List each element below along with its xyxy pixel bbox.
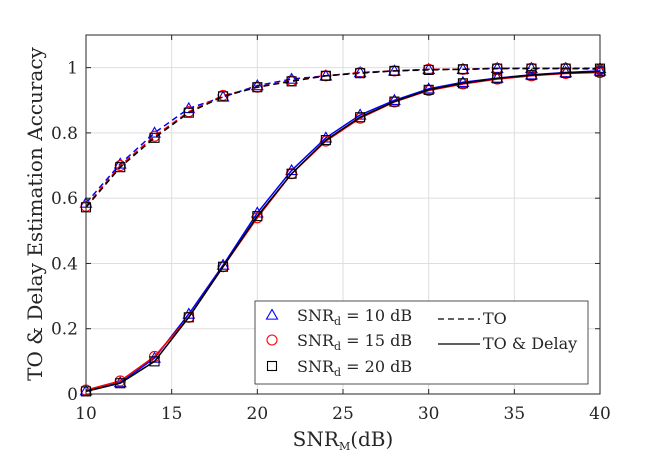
- legend-label: SNRd = 20 dB: [297, 357, 412, 379]
- data-point: [355, 112, 366, 123]
- data-point: [183, 107, 194, 118]
- legend-box: [254, 300, 589, 385]
- data-point: [149, 356, 160, 367]
- legend-label-rest: = 15 dB: [341, 331, 412, 350]
- y-tick-label: 0.2: [51, 320, 78, 340]
- data-point: [355, 68, 366, 79]
- legend-label-sub: d: [334, 366, 341, 379]
- x-tick-label: 30: [418, 404, 440, 424]
- legend-label-base: SNR: [297, 357, 335, 376]
- y-tick-label: 0.4: [51, 254, 78, 274]
- x-axis-label: SNRM(dB): [293, 427, 394, 453]
- data-point: [456, 75, 470, 87]
- data-point: [559, 65, 573, 78]
- x-tick-label: 25: [332, 404, 354, 424]
- x-axis-label-unit: (dB): [350, 427, 393, 451]
- data-point: [218, 91, 229, 102]
- legend-label: SNRd = 10 dB: [297, 306, 412, 328]
- x-tick-label: 10: [75, 404, 97, 424]
- data-point: [387, 93, 401, 105]
- legend-marker-circle: [266, 334, 278, 346]
- legend-label: SNRd = 15 dB: [297, 331, 412, 353]
- data-point: [526, 63, 537, 74]
- data-point: [457, 78, 468, 89]
- data-point: [216, 258, 230, 270]
- data-point: [149, 132, 160, 143]
- data-point: [218, 261, 229, 272]
- legend-line-label: TO: [483, 309, 507, 328]
- x-tick-label: 20: [247, 404, 269, 424]
- y-axis-label: TO & Delay Estimation Accuracy: [23, 46, 47, 380]
- data-point: [115, 378, 126, 389]
- data-point: [422, 82, 436, 94]
- data-point: [526, 70, 537, 81]
- data-point: [492, 73, 503, 84]
- legend-label-rest: = 10 dB: [341, 306, 412, 325]
- legend-label-base: SNR: [297, 331, 335, 350]
- data-point: [389, 65, 400, 76]
- legend-marker-square: [266, 360, 278, 372]
- data-point: [389, 96, 400, 107]
- data-point: [560, 67, 571, 78]
- data-point: [285, 72, 299, 84]
- legend-label-sub: d: [334, 340, 341, 353]
- data-point: [457, 64, 468, 75]
- x-tick-label: 35: [504, 404, 526, 424]
- legend-label-sub: d: [334, 315, 341, 328]
- legend-line-label: TO & Delay: [483, 334, 577, 353]
- ticks: 10 15 20 25 30 35 40 0 0.2 0.4 0.6 0.8 1: [51, 35, 611, 424]
- x-axis-label-sub: M: [339, 440, 350, 453]
- y-tick-label: 0.6: [51, 189, 78, 209]
- series-line: [85, 67, 600, 208]
- data-point: [252, 211, 263, 222]
- x-tick-label: 40: [589, 404, 611, 424]
- series-line: [85, 70, 601, 393]
- legend-label-rest: = 20 dB: [341, 357, 412, 376]
- data-point: [525, 68, 538, 80]
- data-point: [183, 312, 194, 323]
- data-point: [320, 135, 331, 146]
- data-point: [115, 162, 126, 173]
- data-point: [286, 168, 297, 179]
- x-axis-label-base: SNR: [293, 427, 340, 451]
- legend-label-base: SNR: [297, 306, 335, 325]
- data-point: [250, 78, 264, 91]
- data-point: [422, 62, 436, 74]
- data-point: [252, 82, 263, 93]
- y-tick-label: 0.8: [51, 124, 78, 144]
- data-point: [286, 76, 297, 87]
- y-tick-label: 0: [67, 385, 78, 405]
- data-point: [320, 70, 331, 81]
- data-point: [423, 84, 434, 95]
- x-tick-label: 15: [161, 404, 183, 424]
- y-tick-label: 1: [67, 59, 78, 79]
- series-layer: [79, 61, 607, 397]
- data-point: [423, 64, 434, 75]
- legend-marker-triangle: [265, 308, 279, 320]
